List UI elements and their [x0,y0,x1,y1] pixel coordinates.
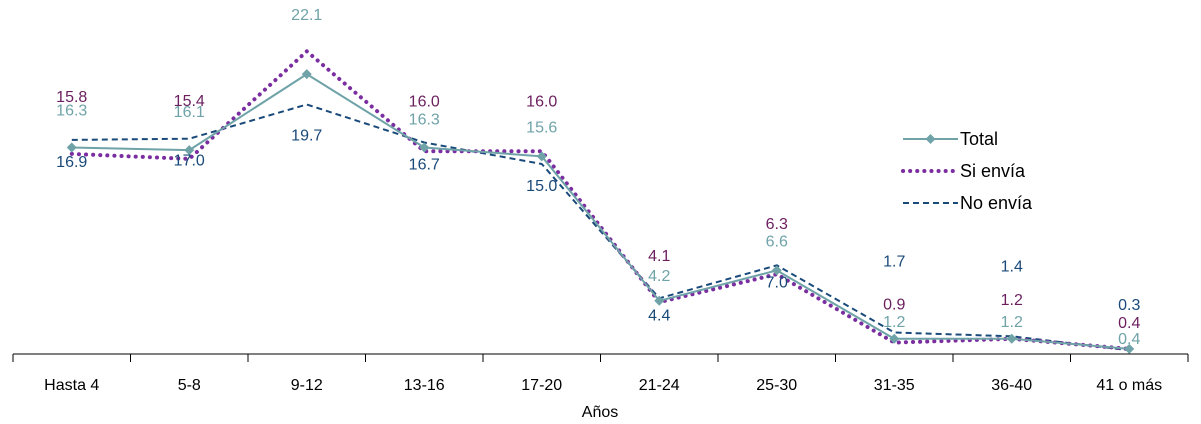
data-label-no-env-a: 1.7 [883,253,905,270]
data-label-si-env-a: 4.1 [648,248,670,265]
data-label-total: 0.4 [1118,331,1140,348]
total-point-marker [301,69,312,80]
series-lines [69,49,1132,352]
data-label-total: 16.3 [56,103,87,120]
data-label-total: 22.1 [291,7,322,24]
x-tick-label: 13-16 [404,377,445,394]
series-line-total [71,73,1130,350]
data-label-si-env-a: 16.0 [526,93,557,110]
x-tick-label: 41 o más [1096,377,1162,394]
total-point-marker [66,142,77,153]
total-point-marker [184,145,195,156]
legend: Total Si envía No envía [901,129,1033,213]
data-label-si-env-a: 23.9 [291,0,322,1]
data-label-si-env-a: 15.8 [56,89,87,106]
data-label-total: 1.2 [1001,314,1023,331]
x-tick-label: 36-40 [991,377,1032,394]
data-labels: 16.3 16.1 22.1 16.3 15.6 4.2 6.6 1.2 1.2 0.4 15.8 1… [56,0,1140,348]
x-axis: Hasta 4 5-8 9-12 13-16 17-20 21-24 25-30 31-35 3… [12,353,1189,394]
data-label-total: 4.2 [648,268,670,285]
x-tick-label: Hasta 4 [44,377,99,394]
legend-label: Si envía [960,161,1026,181]
x-tick-label: 31-35 [874,377,915,394]
x-tick-label: 21-24 [639,377,680,394]
data-label-no-env-a: 16.7 [409,156,440,173]
data-label-total: 6.6 [766,233,788,250]
data-label-si-env-a: 15.4 [174,93,205,110]
legend-label: No envía [960,193,1033,213]
total-point-marker [889,333,900,344]
data-label-no-env-a: 15.0 [526,178,557,195]
legend-marker [925,134,936,144]
series-line-si-env-a [69,49,1132,351]
total-point-marker [1124,343,1135,354]
data-label-total: 15.6 [526,119,557,136]
total-point-marker [771,265,782,276]
data-label-no-env-a: 0.3 [1118,297,1140,314]
x-axis-title: Años [582,404,618,421]
x-tick-label: 5-8 [178,377,201,394]
series-markers [66,69,1135,354]
data-label-no-env-a: 17.0 [174,153,205,170]
data-label-no-env-a: 7.0 [766,274,788,291]
data-label-no-env-a: 4.4 [648,307,670,324]
data-label-total: 16.1 [174,104,205,121]
data-label-si-env-a: 1.2 [1001,292,1023,309]
series-line-no-env-a [71,103,1130,352]
x-tick-label: 17-20 [521,377,562,394]
x-tick-label: 25-30 [756,377,797,394]
total-point-marker [536,151,547,162]
data-label-si-env-a: 0.9 [883,297,905,314]
data-label-si-env-a: 0.4 [1118,315,1140,332]
data-label-no-env-a: 19.7 [291,127,322,144]
total-point-marker [419,142,430,153]
data-label-si-env-a: 16.0 [409,93,440,110]
data-label-total: 1.2 [883,314,905,331]
data-label-no-env-a: 1.4 [1001,258,1023,275]
x-tick-label: 9-12 [291,377,323,394]
data-label-si-env-a: 6.3 [766,216,788,233]
legend-label: Total [960,129,998,149]
data-label-no-env-a: 16.9 [56,154,87,171]
total-point-marker [654,295,665,306]
total-point-marker [1006,333,1017,344]
data-label-total: 16.3 [409,112,440,129]
